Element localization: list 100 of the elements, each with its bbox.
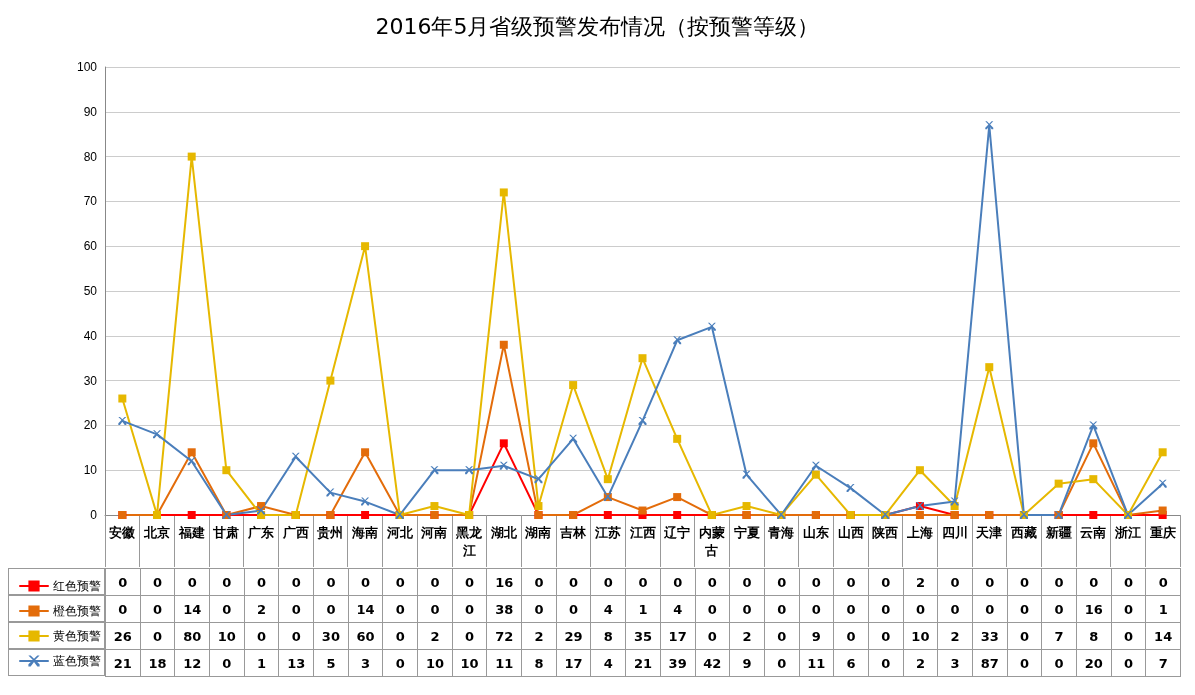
data-label: 0 [971, 568, 1008, 596]
point [499, 439, 508, 448]
data-label: 0 [590, 568, 627, 596]
data-label: 0 [105, 568, 141, 596]
point [603, 511, 612, 519]
x-tick-label: 浙江 [1113, 524, 1141, 540]
data-label: 0 [729, 595, 765, 623]
data-label: 7 [1145, 649, 1181, 677]
point [742, 502, 751, 511]
data-label: 42 [694, 649, 731, 677]
point [222, 466, 231, 475]
data-label: 0 [105, 595, 141, 623]
data-label: 0 [1110, 568, 1147, 596]
data-label: 3 [347, 649, 384, 677]
data-label: 16 [486, 568, 523, 596]
data-label: 0 [867, 622, 904, 650]
x-tick-label: 安徽 [109, 524, 137, 540]
data-label: 0 [555, 568, 592, 596]
data-label: 0 [1006, 568, 1043, 596]
data-label: 0 [278, 622, 315, 650]
point [118, 416, 127, 425]
data-label: 8 [1075, 622, 1112, 650]
data-label: 0 [763, 568, 800, 596]
data-label: 8 [521, 649, 557, 677]
point [915, 511, 924, 519]
data-label: 0 [243, 622, 280, 650]
y-tick-label: 40 [83, 328, 98, 343]
x-tick-label: 甘肃 [212, 524, 240, 540]
x-tick-label: 山西 [837, 524, 864, 540]
data-label: 10 [902, 622, 939, 650]
data-label: 0 [243, 568, 280, 596]
x-tick-label: 吉林 [559, 524, 588, 540]
point [534, 475, 543, 484]
point [257, 506, 266, 515]
point [187, 152, 196, 161]
y-tick-label: 50 [83, 284, 98, 298]
point [361, 448, 370, 457]
point [430, 502, 439, 511]
data-label: 0 [313, 595, 349, 623]
data-label: 0 [1006, 595, 1043, 623]
point [638, 416, 647, 425]
y-tick-label: 20 [83, 418, 98, 433]
data-label: 80 [174, 622, 211, 650]
data-label: 0 [209, 595, 245, 623]
data-label: 0 [451, 568, 488, 596]
data-label: 35 [625, 622, 661, 650]
data-label: 1 [625, 595, 661, 623]
data-label: 0 [867, 649, 904, 677]
data-label: 5 [313, 649, 349, 677]
data-label: 0 [763, 595, 800, 623]
data-label: 0 [1041, 649, 1077, 677]
data-label: 0 [1075, 568, 1112, 596]
data-label: 0 [971, 595, 1008, 623]
y-tick-label: 70 [83, 194, 98, 209]
legend-label: 橙色预警 [53, 604, 101, 618]
data-label: 0 [1145, 568, 1181, 596]
data-label: 0 [867, 568, 904, 596]
point [465, 466, 474, 475]
point [118, 394, 127, 403]
point [985, 121, 994, 130]
point [1158, 506, 1167, 515]
data-label: 26 [105, 622, 141, 650]
x-tick-label: 西藏 [1009, 524, 1037, 540]
data-label: 0 [382, 622, 419, 650]
data-label: 2 [243, 595, 280, 623]
point [499, 188, 508, 197]
point [187, 448, 196, 457]
point [569, 381, 578, 390]
data-label: 38 [486, 595, 523, 623]
x-tick-label: 贵州 [316, 524, 344, 540]
data-label: 0 [1041, 568, 1077, 596]
point [811, 461, 820, 470]
data-label: 39 [659, 649, 696, 677]
data-label: 4 [590, 595, 627, 623]
data-label: 16 [1075, 595, 1112, 623]
x-tick-label: 辽宁 [663, 524, 691, 540]
point [603, 475, 612, 484]
data-label: 0 [1006, 649, 1043, 677]
x-tick-label: 宁夏 [733, 524, 760, 540]
data-label: 87 [971, 649, 1008, 677]
data-label: 6 [833, 649, 869, 677]
data-label: 9 [798, 622, 835, 650]
data-label: 0 [833, 595, 869, 623]
data-label: 4 [590, 649, 627, 677]
point [673, 434, 682, 443]
data-label: 33 [971, 622, 1008, 650]
point [1089, 475, 1098, 484]
data-label: 0 [1110, 622, 1147, 650]
x-tick-label: 海南 [351, 524, 379, 540]
point [673, 336, 682, 345]
y-tick-label: 0 [90, 508, 98, 522]
point [361, 511, 370, 519]
data-label: 72 [486, 622, 523, 650]
data-label: 2 [937, 622, 973, 650]
data-label: 8 [590, 622, 627, 650]
point [846, 484, 855, 493]
data-label: 13 [278, 649, 315, 677]
y-tick-label: 60 [83, 239, 98, 254]
point [1089, 511, 1098, 519]
x-tick-label: 青海 [767, 524, 795, 540]
